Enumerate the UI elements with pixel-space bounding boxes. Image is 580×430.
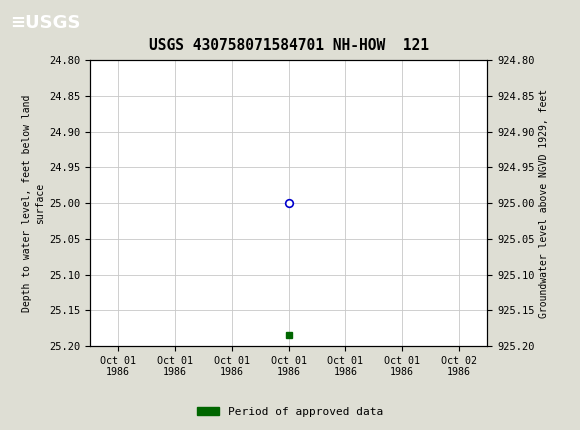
Y-axis label: Depth to water level, feet below land
surface: Depth to water level, feet below land su… bbox=[21, 95, 45, 312]
Title: USGS 430758071584701 NH-HOW  121: USGS 430758071584701 NH-HOW 121 bbox=[148, 38, 429, 53]
Text: ≡USGS: ≡USGS bbox=[10, 15, 81, 33]
Y-axis label: Groundwater level above NGVD 1929, feet: Groundwater level above NGVD 1929, feet bbox=[539, 89, 549, 318]
Legend: Period of approved data: Period of approved data bbox=[193, 402, 387, 421]
